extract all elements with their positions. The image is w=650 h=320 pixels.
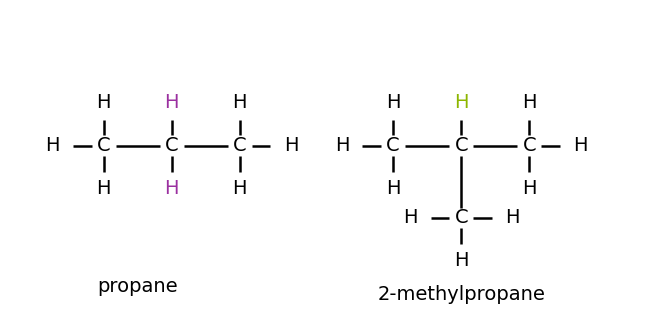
Text: H: H <box>233 179 247 198</box>
Text: H: H <box>522 179 537 198</box>
Text: C: C <box>386 136 400 155</box>
Text: H: H <box>233 93 247 112</box>
Text: H: H <box>403 208 417 227</box>
Text: H: H <box>573 136 588 155</box>
Text: C: C <box>454 208 468 227</box>
Text: H: H <box>454 252 469 270</box>
Text: H: H <box>164 93 179 112</box>
Text: C: C <box>454 136 468 155</box>
Text: H: H <box>283 136 298 155</box>
Text: H: H <box>46 136 60 155</box>
Text: H: H <box>96 179 111 198</box>
Text: C: C <box>97 136 110 155</box>
Text: 2-methylpropane: 2-methylpropane <box>377 285 545 304</box>
Text: H: H <box>386 179 400 198</box>
Text: H: H <box>335 136 349 155</box>
Text: C: C <box>165 136 179 155</box>
Text: C: C <box>233 136 246 155</box>
Text: C: C <box>523 136 536 155</box>
Text: H: H <box>386 93 400 112</box>
Text: H: H <box>522 93 537 112</box>
Text: H: H <box>96 93 111 112</box>
Text: propane: propane <box>98 276 178 296</box>
Text: H: H <box>454 93 469 112</box>
Text: H: H <box>164 179 179 198</box>
Text: H: H <box>505 208 519 227</box>
